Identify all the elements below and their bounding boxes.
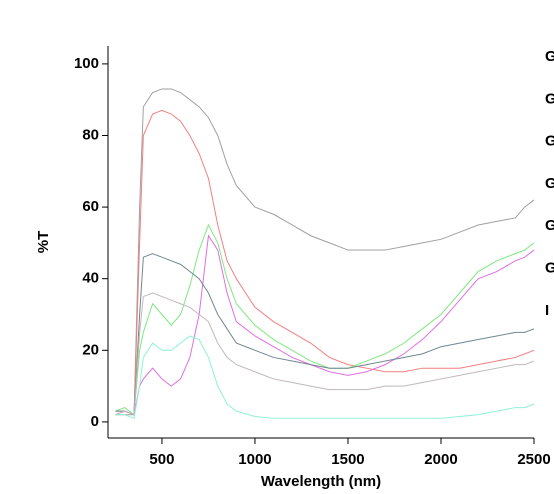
line [115,109,535,416]
x-tick-label: 500 [149,451,174,468]
legend-label: G [545,259,554,276]
legend-label: I [545,302,549,319]
x-axis-label: Wavelength (nm) [261,473,381,490]
y-tick-label: 0 [91,413,99,430]
line [115,253,535,416]
y-tick-label: 80 [82,126,99,143]
legend-label: G [545,175,554,192]
line [115,223,535,416]
legend-label: G [545,217,554,234]
line [115,335,535,419]
y-tick-label: 20 [82,341,99,358]
y-tick-label: 100 [74,55,99,72]
x-tick-label: 1000 [238,451,271,468]
x-tick-label: 2500 [517,451,550,468]
x-tick-label: 2000 [424,451,457,468]
y-tick-label: 60 [82,198,99,215]
line [115,292,535,416]
legend-label: G [545,90,554,107]
y-tick-label: 40 [82,270,99,287]
x-tick-label: 1500 [331,451,364,468]
y-axis-label: %T [35,231,52,254]
line [115,234,535,416]
legend-label: G [545,133,554,150]
line [115,88,535,416]
legend-label: G [545,48,554,65]
